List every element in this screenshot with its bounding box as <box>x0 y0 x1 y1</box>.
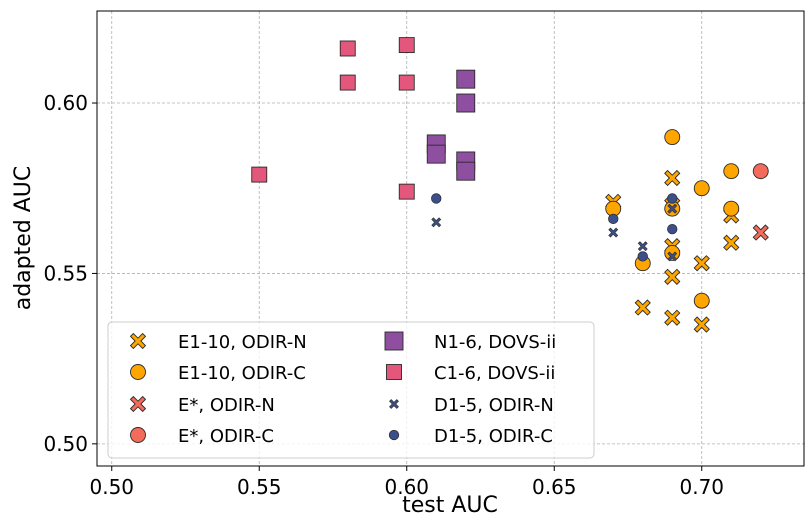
grid <box>97 11 805 466</box>
plot-frame <box>96 10 805 467</box>
data-point <box>398 183 415 200</box>
data-point <box>667 193 678 204</box>
y-axis-label: adapted AUC <box>11 166 36 311</box>
x-tick-label: 0.55 <box>237 475 282 499</box>
data-point <box>608 227 619 238</box>
series-3 <box>752 163 769 180</box>
legend-label: C1-6, DOVS-ii <box>434 363 555 384</box>
legend: E1-10, ODIR-N E1-10, ODIR-C E*, ODIR-N E*, … <box>107 321 595 459</box>
data-point <box>693 180 710 197</box>
data-point <box>664 309 681 326</box>
legend-marker <box>130 427 146 443</box>
legend-label: E*, ODIR-N <box>178 395 275 416</box>
data-point <box>664 169 681 187</box>
series-4 <box>426 69 476 181</box>
data-point <box>634 299 651 316</box>
data-point <box>664 268 681 285</box>
data-point <box>693 316 710 333</box>
legend-label: E1-10, ODIR-C <box>178 363 306 384</box>
data-point <box>456 93 476 113</box>
data-point <box>431 217 442 228</box>
data-point <box>431 193 442 204</box>
y-axis-ticks: 0.50 0.55 0.60 <box>43 91 97 456</box>
plot-area-border <box>96 10 805 467</box>
data-point <box>723 234 740 251</box>
legend-label: D1-5, ODIR-C <box>434 426 553 447</box>
x-tick-label: 0.70 <box>679 475 724 499</box>
data-point <box>456 161 476 181</box>
data-point <box>398 37 415 54</box>
legend-label: E*, ODIR-C <box>178 426 274 447</box>
legend-box <box>107 321 595 459</box>
legend-marker <box>129 395 147 413</box>
data-point <box>752 163 769 180</box>
data-point <box>456 69 476 89</box>
legend-label: N1-6, DOVS-ii <box>434 332 556 353</box>
data-point <box>693 292 710 309</box>
data-point <box>637 241 648 252</box>
x-axis-ticks: 0.50 0.55 0.60 0.65 0.70 <box>89 466 724 499</box>
data-point <box>339 74 356 91</box>
data-point <box>637 251 648 262</box>
series-6 <box>431 203 678 262</box>
legend-label: E1-10, ODIR-N <box>178 332 307 353</box>
series-1 <box>605 129 740 309</box>
legend-marker <box>130 364 146 380</box>
legend-label: D1-5, ODIR-N <box>434 395 554 416</box>
data-point <box>398 74 415 91</box>
series-0 <box>605 169 740 333</box>
y-tick-label: 0.50 <box>43 432 88 456</box>
data-point <box>664 129 681 146</box>
data-point <box>426 144 446 164</box>
legend-marker <box>386 364 402 380</box>
data-point <box>667 251 678 262</box>
x-tick-label: 0.60 <box>384 475 429 499</box>
data-point <box>693 255 710 272</box>
x-tick-label: 0.65 <box>532 475 577 499</box>
y-tick-label: 0.55 <box>43 261 88 285</box>
series-5 <box>251 37 415 200</box>
data-points <box>251 37 769 333</box>
x-tick-label: 0.50 <box>89 475 134 499</box>
data-point <box>752 224 769 241</box>
legend-marker <box>389 399 399 409</box>
data-point <box>723 200 740 217</box>
data-point <box>251 166 268 183</box>
legend-marker <box>129 332 147 350</box>
data-point <box>667 223 678 235</box>
legend-marker <box>388 429 400 441</box>
data-point <box>608 213 619 225</box>
data-point <box>667 203 678 214</box>
series-2 <box>752 224 769 241</box>
x-axis-label: test AUC <box>402 493 498 517</box>
y-tick-label: 0.60 <box>43 91 88 115</box>
data-point <box>664 245 681 261</box>
series-7 <box>431 193 678 262</box>
data-point <box>723 163 740 180</box>
data-point <box>339 40 356 57</box>
legend-marker <box>384 331 404 351</box>
